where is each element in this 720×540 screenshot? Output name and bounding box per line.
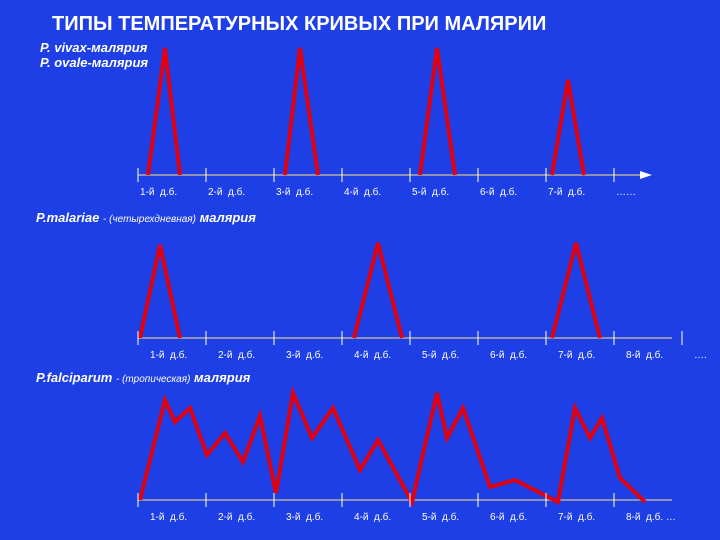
panel-name: P. ovale-малярия (40, 55, 148, 70)
day-label: 5-й д.б. (422, 349, 459, 361)
note: - (четырехдневная) (103, 214, 196, 225)
panel-name: P.falciparum - (тропическая) малярия (36, 370, 251, 385)
day-label: 6-й д.б. (490, 511, 527, 523)
day-label: 2-й д.б. (218, 511, 255, 523)
day-label: 5-й д.б. (422, 511, 459, 523)
day-label: 1-й д.б. (150, 511, 187, 523)
title: ТИПЫ ТЕМПЕРАТУРНЫХ КРИВЫХ ПРИ МАЛЯРИИ (52, 13, 546, 35)
day-label: 3-й д.б. (286, 511, 323, 523)
day-label: 4-й д.б. (354, 349, 391, 361)
temperature-curve (550, 79, 586, 176)
note: - (тропическая) (116, 374, 190, 385)
day-label: 6-й д.б. (480, 186, 517, 198)
temperature-curve (418, 47, 457, 176)
day-label: 7-й д.б. (558, 349, 595, 361)
temperature-curve (550, 242, 602, 339)
day-label: 1-й д.б. (140, 186, 177, 198)
day-label: 5-й д.б. (412, 186, 449, 198)
day-label: 3-й д.б. (286, 349, 323, 361)
temperature-curve (138, 244, 182, 339)
day-label: 4-й д.б. (354, 511, 391, 523)
species: P.falciparum (36, 370, 113, 385)
day-label: 4-й д.б. (344, 186, 381, 198)
day-label: 8-й д.б. (626, 349, 663, 361)
temperature-curve (138, 385, 647, 508)
day-label: 1-й д.б. (150, 349, 187, 361)
day-label: …… (616, 187, 636, 198)
day-label: 2-й д.б. (208, 186, 245, 198)
day-label: 2-й д.б. (218, 349, 255, 361)
day-label: …. (694, 350, 707, 361)
panel-name: P.malariae - (четырехдневная) малярия (36, 210, 256, 225)
temperature-curve (283, 47, 320, 176)
panel-name: P. vivax-малярия (40, 40, 148, 55)
arrow (640, 171, 652, 179)
day-label: 6-й д.б. (490, 349, 527, 361)
day-label: 7-й д.б. (558, 511, 595, 523)
day-label: 3-й д.б. (276, 186, 313, 198)
suffix: малярия (194, 370, 251, 385)
suffix: малярия (200, 210, 257, 225)
day-label: 8-й д.б. … (626, 511, 676, 523)
day-label: 7-й д.б. (548, 186, 585, 198)
temperature-curve (146, 47, 182, 176)
species: P.malariae (36, 210, 99, 225)
temperature-curve (352, 242, 404, 339)
